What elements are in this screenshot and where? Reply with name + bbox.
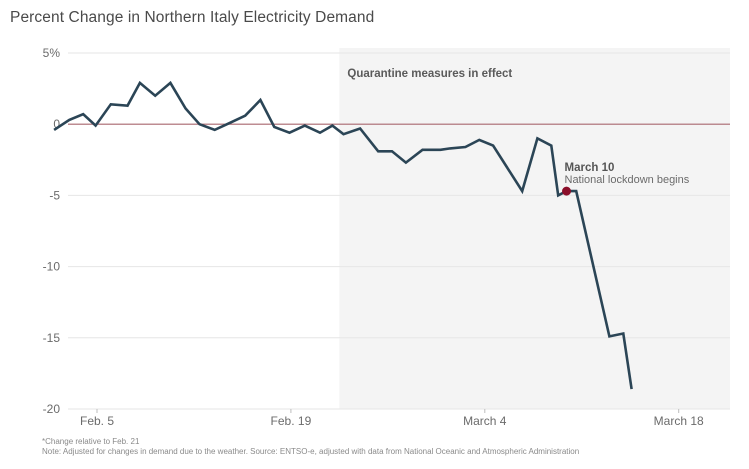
x-tick-label: March 4 <box>463 414 507 428</box>
quarantine-label: Quarantine measures in effect <box>347 68 512 80</box>
gridlines <box>68 52 730 410</box>
annotation-title: March 10 <box>565 162 615 174</box>
y-tick-label: -20 <box>43 402 61 416</box>
x-tick-label: Feb. 5 <box>80 414 114 428</box>
annotation-text: National lockdown begins <box>565 174 690 186</box>
lockdown-marker <box>562 186 572 196</box>
y-axis-ticks: 5% 0 -5 -10 -15 -20 <box>43 46 61 416</box>
footnote-change-relative: *Change relative to Feb. 21 <box>42 437 140 446</box>
x-tick-label: March 18 <box>654 414 704 428</box>
chart-title: Percent Change in Northern Italy Electri… <box>10 9 375 26</box>
y-tick-label: -5 <box>49 188 60 202</box>
footnote-source: Note: Adjusted for changes in demand due… <box>42 447 580 456</box>
y-tick-label: -15 <box>43 331 61 345</box>
x-tick-label: Feb. 19 <box>271 414 312 428</box>
y-tick-label: -10 <box>43 260 61 274</box>
x-axis-ticks: Feb. 5 Feb. 19 March 4 March 18 <box>80 409 704 428</box>
y-tick-label: 0 <box>53 117 60 131</box>
demand-series-line <box>53 80 633 390</box>
data-points <box>54 82 632 390</box>
y-tick-label: 5% <box>43 46 61 60</box>
quarantine-shaded-region <box>339 48 730 409</box>
